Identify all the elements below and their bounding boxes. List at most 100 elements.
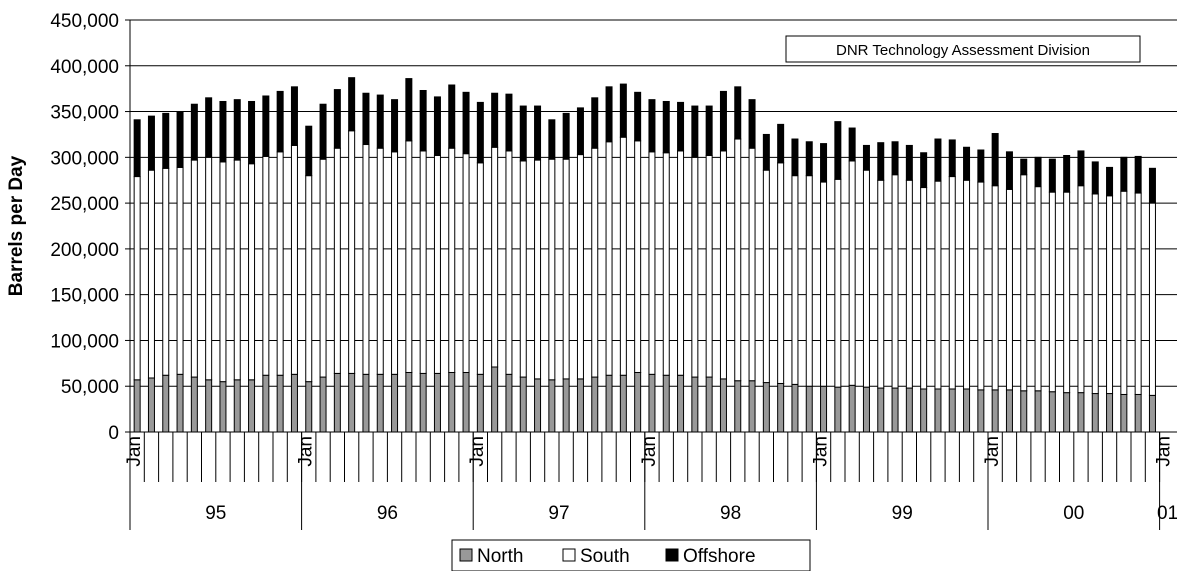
bar-segment-south bbox=[762, 169, 770, 384]
bar-segment-north bbox=[1106, 393, 1114, 433]
y-tick-label: 450,000 bbox=[50, 11, 119, 32]
bar-segment-north bbox=[977, 389, 985, 433]
bar-segment-offshore bbox=[1063, 155, 1071, 193]
bar-segment-south bbox=[1005, 188, 1013, 391]
bar-segment-south bbox=[834, 178, 842, 388]
bar-segment-north bbox=[362, 373, 370, 433]
bar-segment-offshore bbox=[391, 99, 399, 153]
bar-segment-south bbox=[891, 174, 899, 389]
y-tick-label: 0 bbox=[108, 423, 119, 444]
bar-segment-north bbox=[333, 372, 341, 433]
bar-segment-offshore bbox=[748, 99, 756, 149]
bar-segment-north bbox=[419, 372, 427, 433]
bar-segment-north bbox=[1063, 392, 1071, 433]
bar-segment-offshore bbox=[705, 105, 713, 157]
legend-box bbox=[451, 539, 811, 571]
bar-segment-offshore bbox=[562, 112, 570, 160]
bar-segment-north bbox=[290, 373, 298, 433]
bar-segment-offshore bbox=[262, 95, 270, 157]
bar-segment-south bbox=[934, 180, 942, 390]
bar-segment-north bbox=[619, 374, 627, 433]
bar-segment-offshore bbox=[834, 121, 842, 180]
month-label-jan: Jan bbox=[639, 436, 660, 467]
bar-segment-north bbox=[562, 378, 570, 433]
bar-segment-offshore bbox=[934, 138, 942, 182]
year-label: 95 bbox=[205, 503, 226, 524]
bar-segment-south bbox=[1063, 191, 1071, 394]
year-label: 01 bbox=[1157, 503, 1177, 524]
bar-segment-north bbox=[305, 381, 313, 433]
bar-segment-north bbox=[534, 378, 542, 433]
bar-segment-offshore bbox=[534, 105, 542, 161]
bar-segment-south bbox=[862, 169, 870, 388]
bar-segment-offshore bbox=[648, 99, 656, 153]
bar-segment-offshore bbox=[233, 99, 241, 161]
bar-segment-offshore bbox=[762, 133, 770, 171]
legend-swatch-offshore bbox=[665, 548, 679, 562]
bar-segment-offshore bbox=[190, 103, 198, 161]
bar-segment-offshore bbox=[248, 100, 256, 165]
bar-segment-north bbox=[848, 384, 856, 433]
bar-segment-offshore bbox=[1048, 158, 1056, 193]
bar-segment-north bbox=[677, 374, 685, 433]
bar-segment-north bbox=[162, 374, 170, 433]
bar-segment-offshore bbox=[448, 84, 456, 149]
bar-segment-south bbox=[519, 160, 527, 378]
bar-segment-north bbox=[405, 371, 413, 433]
legend-label-north: North bbox=[477, 546, 523, 567]
bar-segment-south bbox=[262, 155, 270, 376]
bar-segment-north bbox=[319, 376, 327, 433]
y-tick-labels: 0 50,000 100,000 150,000 200,000 250,000 300,0… bbox=[50, 11, 119, 444]
bar-segment-offshore bbox=[977, 149, 985, 183]
bar-segment-north bbox=[734, 380, 742, 433]
legend-label-offshore: Offshore bbox=[683, 546, 756, 567]
bar-segment-north bbox=[1005, 389, 1013, 433]
bar-segment-south bbox=[248, 163, 256, 381]
bar-segment-north bbox=[948, 388, 956, 433]
bar-segment-north bbox=[963, 388, 971, 433]
bars bbox=[133, 77, 1156, 433]
bar-segment-offshore bbox=[662, 100, 670, 154]
bar-segment-south bbox=[562, 158, 570, 380]
bar-segment-north bbox=[634, 371, 642, 433]
bar-segment-south bbox=[705, 155, 713, 378]
bar-segment-north bbox=[705, 376, 713, 433]
bar-segment-offshore bbox=[219, 100, 227, 163]
bar-segment-offshore bbox=[848, 127, 856, 162]
bar-segment-offshore bbox=[333, 89, 341, 149]
bar-segment-south bbox=[820, 181, 828, 387]
bar-segment-south bbox=[1106, 195, 1114, 395]
bar-segment-south bbox=[147, 169, 155, 379]
bar-segment-south bbox=[205, 156, 213, 381]
bar-segment-offshore bbox=[920, 152, 928, 189]
bar-segment-north bbox=[133, 379, 141, 433]
bar-segment-offshore bbox=[991, 133, 999, 187]
bar-segment-offshore bbox=[1020, 158, 1028, 176]
bar-segment-offshore bbox=[176, 111, 184, 168]
bar-segment-north bbox=[433, 372, 441, 433]
bar-segment-north bbox=[891, 387, 899, 433]
month-label-jan: Jan bbox=[1154, 436, 1175, 467]
bar-segment-south bbox=[319, 158, 327, 378]
bar-segment-south bbox=[805, 175, 813, 387]
bar-segment-south bbox=[905, 179, 913, 389]
bar-segment-south bbox=[1148, 202, 1156, 396]
y-tick-label: 400,000 bbox=[50, 57, 119, 78]
bar-segment-north bbox=[576, 378, 584, 433]
bar-segment-north bbox=[376, 373, 384, 433]
bar-segment-offshore bbox=[1077, 150, 1085, 187]
bar-segment-north bbox=[391, 373, 399, 433]
bar-segment-south bbox=[605, 141, 613, 376]
bar-segment-offshore bbox=[419, 89, 427, 152]
bar-segment-south bbox=[619, 136, 627, 376]
bar-segment-south bbox=[133, 176, 141, 381]
bar-segment-offshore bbox=[1106, 166, 1114, 197]
bar-segment-offshore bbox=[362, 92, 370, 146]
bar-segment-south bbox=[348, 130, 356, 374]
bar-segment-north bbox=[205, 379, 213, 433]
bar-segment-south bbox=[433, 155, 441, 374]
bar-segment-offshore bbox=[791, 138, 799, 177]
y-tick-label: 250,000 bbox=[50, 194, 119, 215]
bar-segment-south bbox=[576, 154, 584, 380]
bar-segment-north bbox=[462, 371, 470, 433]
